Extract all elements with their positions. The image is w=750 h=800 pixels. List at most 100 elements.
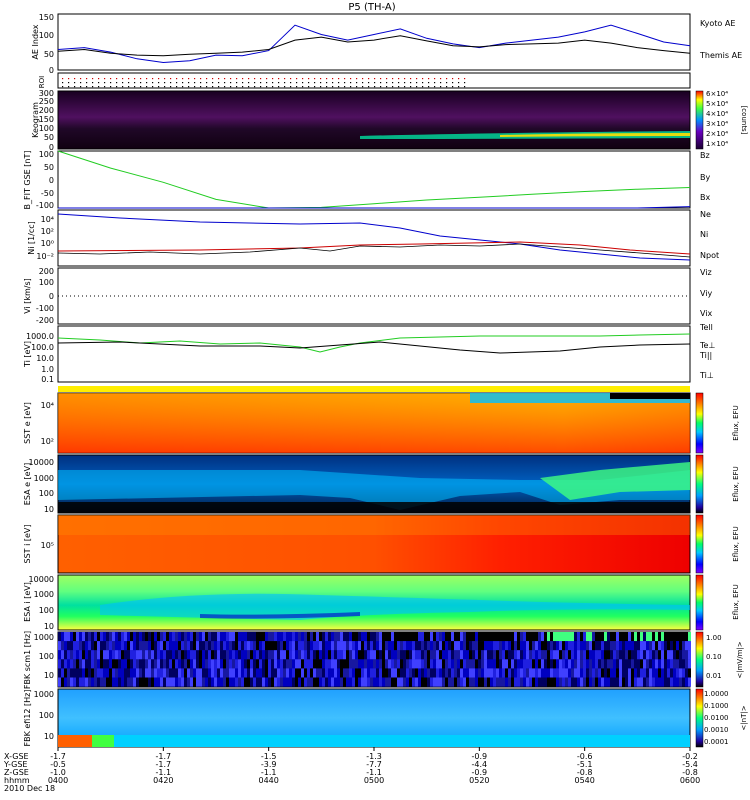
fbk-scm-cell [181,650,184,660]
fbk-scm-cell [367,677,370,687]
fbk-scm-cell [211,641,214,651]
fbk-scm-cell [448,650,451,660]
fbk-scm-cell [490,659,493,669]
fbk-scm-cell [175,632,178,642]
fbk-scm-cell [118,632,121,642]
fbk-scm-cell [154,632,157,642]
ephem-value: -5.1 [577,760,593,769]
fbk-scm-cell [157,650,160,660]
fbk-scm-cell [289,632,292,642]
fbk-scm-cell [544,677,547,687]
fbk-scm-cell [151,650,154,660]
fbk-scm-cell [649,632,652,642]
fbk-scm-cell [484,677,487,687]
fbk-scm-cell [334,668,337,678]
fbk-scm-cell [559,650,562,660]
fbk-scm-cell [433,677,436,687]
fbk-scm-cell [322,650,325,660]
fbk-scm-cell [484,668,487,678]
fbk-scm-cell [628,668,631,678]
fbk-scm-cell [103,632,106,642]
fbk-scm-cell [538,641,541,651]
fbk-scm-cell [415,650,418,660]
roi-panel: ROI [38,72,691,89]
fbk-scm-cell [151,659,154,669]
fbk-scm-cell [118,641,121,651]
fbk-scm-cell [277,632,280,642]
ephem-value: 0540 [574,776,594,785]
fbk-scm-cell [454,641,457,651]
roi-marker [68,78,70,80]
ti-legend-tell: Tell [699,323,713,332]
fbk-scm-cell [493,659,496,669]
fbk-scm-cell [655,659,658,669]
roi-marker [368,78,370,80]
fbk-scm-cell [280,650,283,660]
fbk-scm-cell [298,650,301,660]
fbk-scm-cell [190,632,193,642]
ephem-value: -0.6 [577,752,593,761]
fbk-scm-cell [76,641,79,651]
fbk-scm-cell [622,659,625,669]
fbk-scm-cell [199,659,202,669]
esa-e-plasma-sheet [58,470,690,510]
roi-marker [452,82,454,84]
fbk-scm-cell [250,677,253,687]
fbk-scm-cell [436,668,439,678]
fbk-scm-cell [298,668,301,678]
fbk-scm-cell [247,677,250,687]
fbk-scm-cell [427,650,430,660]
fbk-scm-cell [253,659,256,669]
fbk-scm-cell [574,677,577,687]
fbk-scm-cell [100,659,103,669]
fbk-scm-cell [286,632,289,642]
fbk-scm-cell [502,641,505,651]
fbk-scm-cell [115,641,118,651]
fbk-scm-cell [277,668,280,678]
fbk-scm-cell [295,668,298,678]
fbk-scm-cell [457,641,460,651]
fbk-scm-cell [373,677,376,687]
fbk-scm-cell [538,677,541,687]
fbk-scm-cell [550,641,553,651]
fbk-scm-cell [379,668,382,678]
ae-series-0 [57,24,691,64]
fbk-scm-cell [502,677,505,687]
fbk-scm-cell [58,650,61,660]
fbk-scm-cell [184,659,187,669]
fbk-scm-cell [223,632,226,642]
fbk-scm-cell [289,677,292,687]
fbk-scm-cell [508,641,511,651]
fbk-scm-cell [283,677,286,687]
roi-marker [386,78,388,80]
ephem-value: -1.7 [156,760,172,769]
fbk-scm-cell [535,677,538,687]
fbk-efi-cbar-tick: 0.0010 [704,726,729,734]
fbk-scm-cell [595,650,598,660]
fbk-scm-cell [595,668,598,678]
sst-e-ytick: 10² [41,437,54,446]
fbk-scm-cell [271,659,274,669]
fbk-scm-cell [127,668,130,678]
fbk-scm-cell [208,632,211,642]
fbk-scm-cell [358,659,361,669]
fbk-scm-cell [661,641,664,651]
fbk-scm-cell [253,668,256,678]
fbk-scm-cell [370,668,373,678]
roi-marker [146,78,148,80]
fbk-scm-cell [61,659,64,669]
fbk-scm-cell [322,632,325,642]
ae-ytick-0: 0 [49,66,54,75]
fbk-scm-cell [475,641,478,651]
fbk-scm-cell [91,677,94,687]
fbk-scm-cell [688,677,691,687]
fbk-scm-cell [412,632,415,642]
fbk-scm-cell [109,668,112,678]
roi-marker [134,78,136,80]
fbk-scm-cell [64,650,67,660]
fbk-scm-cell [142,668,145,678]
fbk-scm-cell [529,632,532,642]
fbk-scm-cell [439,632,442,642]
fbk-scm-cell [241,632,244,642]
ti-ytick: 1.0 [41,365,54,374]
